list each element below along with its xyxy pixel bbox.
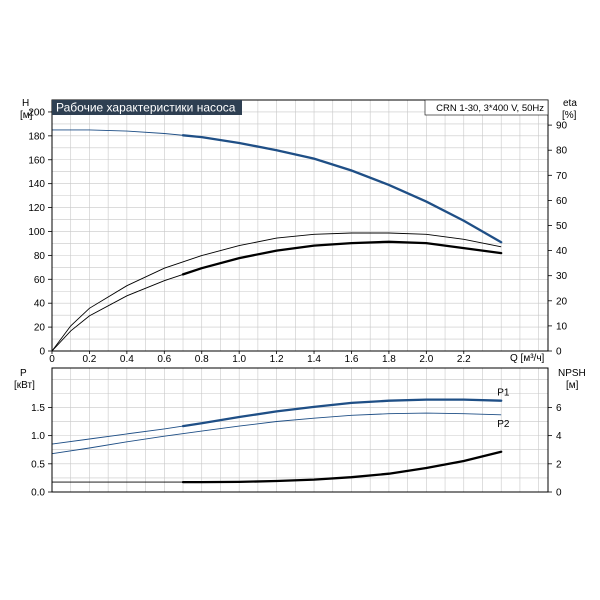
top-left-tick-label: 100 [28,227,45,238]
top-left-tick-label: 0 [39,347,45,358]
top-left-tick-label: 40 [34,299,46,310]
x-tick-label: 0.4 [120,354,134,365]
p2-series-line [51,412,502,455]
tick-layer: 0 0.2 0.4 0.6 0.8 1.0 1.2 1.4 1.6 1.8 2.0 2.2020406… [28,107,567,498]
x-tick-label: 0.2 [82,354,96,365]
top-right-tick-label: 80 [556,146,568,157]
top-right-tick-label: 70 [556,171,568,182]
top-right-tick-label: 40 [556,246,568,257]
curve-layer [51,129,503,484]
x-tick-label: 1.8 [382,354,396,365]
bottom-left-tick-label: 0.0 [31,488,45,499]
series-name-label: P2 [497,419,510,430]
x-tick-label: 0.8 [195,354,209,365]
bottom-left-tick-label: 0.5 [31,459,45,470]
x-tick-label: 2.0 [419,354,433,365]
series-line [51,232,502,352]
bottom-left-axis-unit: [кВт] [14,380,35,391]
top-left-tick-label: 180 [28,131,45,142]
top-left-tick-label: 120 [28,203,45,214]
top-right-tick-label: 0 [556,347,562,358]
top-right-tick-label: 20 [556,296,568,307]
bottom-right-axis-unit: [м] [566,380,579,391]
chart-title: Рабочие характеристики насоса [56,101,236,115]
top-right-tick-label: 10 [556,321,568,332]
bottom-right-tick-label: 2 [556,459,562,470]
bottom-left-tick-label: 1.5 [31,403,45,414]
top-left-axis-label: H [22,98,29,109]
title-box [52,100,242,115]
subtitle-box [424,99,549,116]
x-tick-label: 1.0 [232,354,246,365]
bottom-right-tick-label: 6 [556,403,562,414]
top-right-tick-label: 90 [556,121,568,132]
series-line-operating-range [181,450,503,484]
x-tick-label: 1.6 [345,354,359,365]
x-tick-label: 2.2 [457,354,471,365]
series-line-operating-range [181,240,503,276]
x-axis-label: Q [м³/ч] [510,353,545,364]
top-right-tick-label: 60 [556,196,568,207]
bottom-right-axis-label: NPSH [558,368,586,379]
x-tick-label: 1.4 [307,354,321,365]
top-right-tick-label: 50 [556,221,568,232]
top-right-axis-unit: [%] [562,110,577,121]
bottom-left-axis-label: P [20,368,27,379]
x-tick-label: 1.2 [270,354,284,365]
top-left-tick-label: 160 [28,155,45,166]
chart-subtitle: CRN 1-30, 3*400 V, 50Hz [436,103,544,114]
p1-series-line-operating-range [181,398,503,428]
top-right-tick-label: 30 [556,271,568,282]
top-left-axis-unit: [м] [20,110,33,121]
series-name-label: P1 [497,388,510,399]
series-line-operating-range [181,134,503,244]
top-left-tick-label: 200 [28,107,45,118]
bottom-right-tick-label: 0 [556,488,562,499]
top-left-tick-label: 60 [34,275,46,286]
bottom-left-tick-label: 1.0 [31,431,45,442]
top-left-tick-label: 20 [34,323,46,334]
x-tick-label: 0 [49,354,55,365]
bottom-plot-frame [51,367,549,493]
x-tick-label: 0.6 [157,354,171,365]
top-left-tick-label: 80 [34,251,46,262]
top-left-tick-label: 140 [28,179,45,190]
bottom-right-tick-label: 4 [556,431,562,442]
top-right-axis-label: eta [563,98,577,109]
